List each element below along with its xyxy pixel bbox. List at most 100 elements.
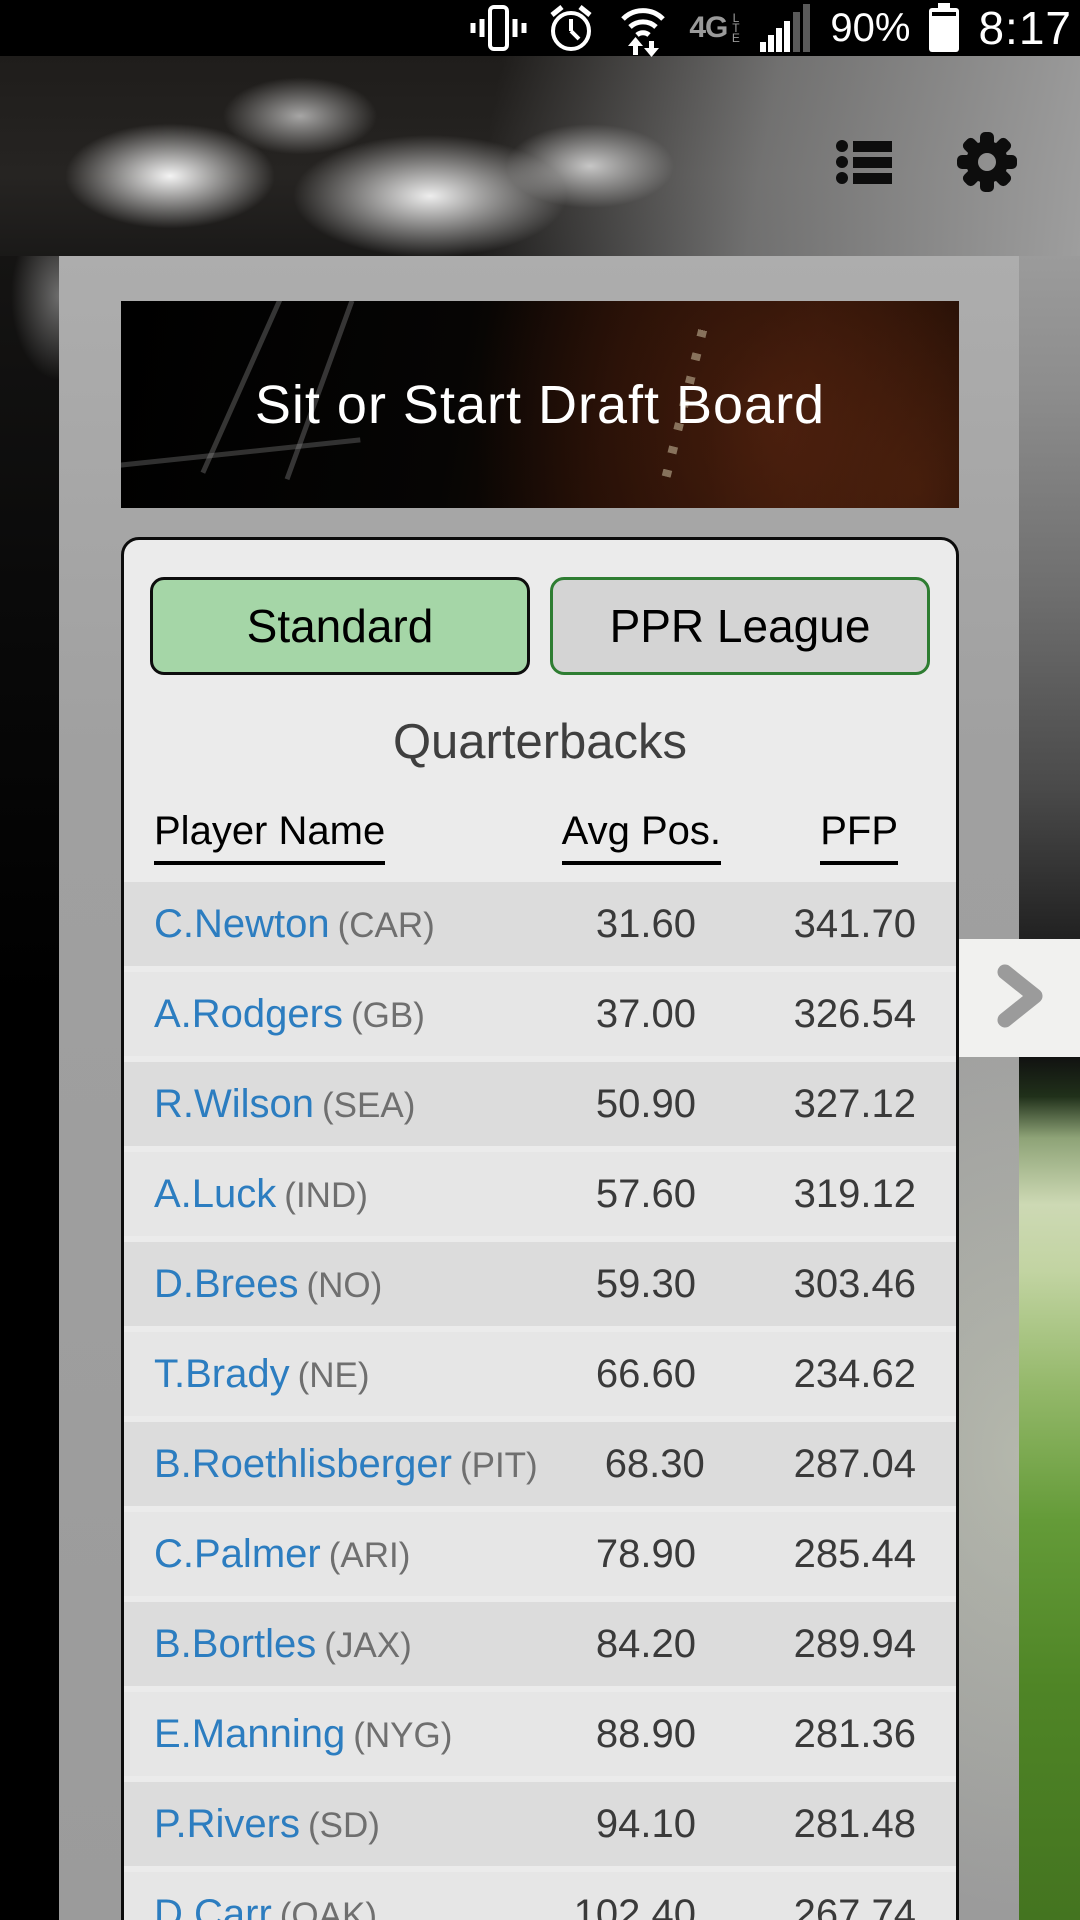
chevron-right-icon bbox=[995, 963, 1045, 1034]
network-type-indicator: 4G LTE bbox=[689, 11, 742, 45]
player-cell: A.Luck (IND) bbox=[154, 1172, 521, 1217]
player-pfp-value: 281.48 bbox=[793, 1801, 916, 1846]
wifi-icon bbox=[615, 0, 671, 57]
player-pfp-value: 319.12 bbox=[793, 1171, 916, 1216]
player-pfp-value: 341.70 bbox=[793, 901, 916, 946]
player-pfp-value: 287.04 bbox=[793, 1441, 916, 1486]
table-row[interactable]: T.Brady (NE) 66.60 234.62 bbox=[124, 1332, 956, 1416]
next-page-tab[interactable] bbox=[959, 939, 1080, 1057]
player-cell: B.Roethlisberger (PIT) bbox=[154, 1442, 538, 1487]
gear-icon[interactable] bbox=[954, 131, 1020, 198]
player-avg-pos-value: 78.90 bbox=[595, 1531, 696, 1576]
player-avg-pos-value: 88.90 bbox=[595, 1711, 696, 1756]
player-avg-pos-value: 68.30 bbox=[604, 1441, 705, 1486]
position-section-title: Quarterbacks bbox=[392, 715, 688, 769]
draft-board-card: Standard PPR League Quarterbacks Player … bbox=[121, 537, 959, 1920]
clock-label: 8:17 bbox=[978, 2, 1072, 54]
player-cell: R.Wilson (SEA) bbox=[154, 1082, 521, 1127]
stadium-background-right-edge bbox=[1019, 256, 1080, 1920]
player-cell: B.Bortles (JAX) bbox=[154, 1622, 521, 1667]
battery-percent-label: 90% bbox=[830, 6, 911, 50]
table-header-row: Player Name Avg Pos. PFP bbox=[124, 809, 956, 865]
player-team-label: (SEA) bbox=[322, 1085, 416, 1125]
player-avg-pos-value: 94.10 bbox=[595, 1801, 696, 1846]
player-team-label: (GB) bbox=[350, 995, 425, 1035]
table-row[interactable]: C.Newton (CAR) 31.60 341.70 bbox=[124, 882, 956, 966]
stadium-background-left-edge bbox=[0, 256, 59, 1920]
helmet-facemask-detail bbox=[121, 437, 361, 470]
player-name-link[interactable]: D.Brees bbox=[154, 1261, 299, 1306]
player-team-label: (IND) bbox=[284, 1175, 368, 1215]
player-pfp-value: 327.12 bbox=[793, 1081, 916, 1126]
player-name-link[interactable]: T.Brady bbox=[154, 1351, 290, 1396]
stadium-lights-background bbox=[0, 56, 1080, 256]
app-banner: Sit or Start Draft Board bbox=[121, 301, 959, 508]
table-row[interactable]: A.Rodgers (GB) 37.00 326.54 bbox=[124, 972, 956, 1056]
player-pfp-value: 281.36 bbox=[793, 1711, 916, 1756]
player-avg-pos-value: 50.90 bbox=[595, 1081, 696, 1126]
table-row[interactable]: D.Carr (OAK) 102.40 267.74 bbox=[124, 1872, 956, 1920]
table-row[interactable]: E.Manning (NYG) 88.90 281.36 bbox=[124, 1692, 956, 1776]
player-pfp-value: 326.54 bbox=[793, 991, 916, 1036]
player-team-label: (NE) bbox=[297, 1355, 370, 1395]
player-avg-pos-value: 57.60 bbox=[595, 1171, 696, 1216]
player-name-link[interactable]: C.Newton bbox=[154, 901, 330, 946]
player-name-link[interactable]: R.Wilson bbox=[154, 1081, 315, 1126]
player-team-label: (CAR) bbox=[337, 905, 435, 945]
table-row[interactable]: B.Bortles (JAX) 84.20 289.94 bbox=[124, 1602, 956, 1686]
column-header-player-name: Player Name bbox=[154, 809, 521, 865]
network-band-label: LTE bbox=[731, 11, 740, 45]
player-team-label: (NO) bbox=[306, 1265, 383, 1305]
player-pfp-value: 289.94 bbox=[793, 1621, 916, 1666]
player-name-link[interactable]: P.Rivers bbox=[154, 1801, 300, 1846]
player-name-link[interactable]: A.Rodgers bbox=[154, 991, 343, 1036]
player-cell: T.Brady (NE) bbox=[154, 1352, 521, 1397]
standard-league-button[interactable]: Standard bbox=[150, 577, 530, 675]
alarm-clock-icon bbox=[545, 3, 597, 53]
player-cell: D.Carr (OAK) bbox=[154, 1892, 521, 1920]
table-row[interactable]: D.Brees (NO) 59.30 303.46 bbox=[124, 1242, 956, 1326]
player-cell: C.Newton (CAR) bbox=[154, 902, 521, 947]
table-row[interactable]: P.Rivers (SD) 94.10 281.48 bbox=[124, 1782, 956, 1866]
table-row[interactable]: A.Luck (IND) 57.60 319.12 bbox=[124, 1152, 956, 1236]
player-pfp-value: 267.74 bbox=[793, 1891, 916, 1920]
ppr-league-button[interactable]: PPR League bbox=[550, 577, 930, 675]
table-row[interactable]: B.Roethlisberger (PIT) 68.30 287.04 bbox=[124, 1422, 956, 1506]
player-cell: D.Brees (NO) bbox=[154, 1262, 521, 1307]
player-pfp-value: 234.62 bbox=[793, 1351, 916, 1396]
player-cell: P.Rivers (SD) bbox=[154, 1802, 521, 1847]
player-name-link[interactable]: A.Luck bbox=[154, 1171, 277, 1216]
battery-icon bbox=[928, 3, 960, 53]
signal-bars-icon bbox=[760, 4, 812, 52]
table-row[interactable]: C.Palmer (ARI) 78.90 285.44 bbox=[124, 1512, 956, 1596]
player-avg-pos-value: 59.30 bbox=[595, 1261, 696, 1306]
player-avg-pos-value: 84.20 bbox=[595, 1621, 696, 1666]
player-team-label: (SD) bbox=[307, 1805, 380, 1845]
player-cell: C.Palmer (ARI) bbox=[154, 1532, 521, 1577]
column-header-pfp: PFP bbox=[721, 809, 916, 865]
player-name-link[interactable]: B.Bortles bbox=[154, 1621, 317, 1666]
player-name-link[interactable]: B.Roethlisberger bbox=[154, 1441, 452, 1486]
player-team-label: (PIT) bbox=[459, 1445, 538, 1485]
league-toggle: Standard PPR League bbox=[124, 577, 956, 675]
player-avg-pos-value: 37.00 bbox=[595, 991, 696, 1036]
page-title: Sit or Start Draft Board bbox=[254, 374, 826, 435]
vibrate-icon bbox=[469, 5, 527, 51]
player-name-link[interactable]: E.Manning bbox=[154, 1711, 346, 1756]
table-row[interactable]: R.Wilson (SEA) 50.90 327.12 bbox=[124, 1062, 956, 1146]
player-name-link[interactable]: C.Palmer bbox=[154, 1531, 321, 1576]
player-avg-pos-value: 102.40 bbox=[573, 1891, 696, 1920]
list-icon[interactable] bbox=[836, 138, 892, 191]
player-team-label: (ARI) bbox=[328, 1535, 411, 1575]
player-team-label: (OAK) bbox=[279, 1895, 378, 1920]
status-bar: 4G LTE 90% 8:17 bbox=[0, 0, 1080, 57]
player-name-link[interactable]: D.Carr bbox=[154, 1891, 272, 1920]
player-pfp-value: 303.46 bbox=[793, 1261, 916, 1306]
network-label: 4G bbox=[689, 11, 728, 44]
player-avg-pos-value: 31.60 bbox=[595, 901, 696, 946]
player-cell: A.Rodgers (GB) bbox=[154, 992, 521, 1037]
player-team-label: (NYG) bbox=[353, 1715, 453, 1755]
player-team-label: (JAX) bbox=[324, 1625, 412, 1665]
action-bar bbox=[836, 131, 1020, 198]
